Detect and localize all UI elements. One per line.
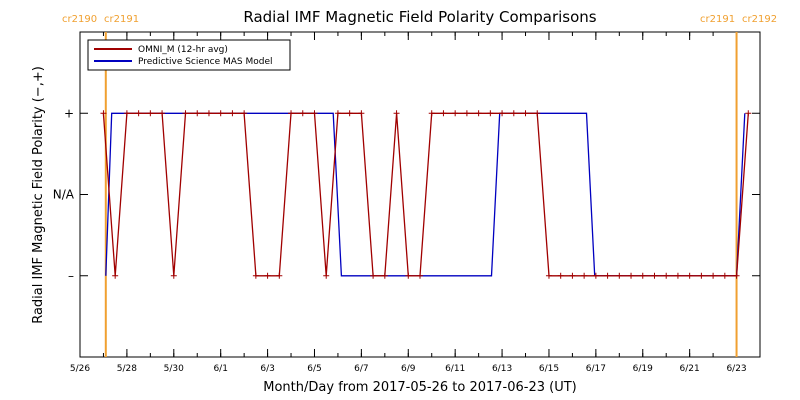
omni-data-point: [428, 110, 435, 117]
omni-data-point: [639, 272, 646, 279]
omni-data-point: [745, 110, 752, 117]
omni-data-point: [370, 272, 377, 279]
omni-data-point: [534, 110, 541, 117]
legend-label-omni: OMNI_M (12-hr avg): [138, 45, 228, 55]
plot-area-frame: [79, 31, 761, 358]
omni-data-point: [381, 272, 388, 279]
x-tick-label: 6/5: [307, 364, 321, 374]
omni-series-line: [102, 112, 749, 277]
omni-data-point: [710, 272, 717, 279]
omni-data-point: [581, 272, 588, 279]
omni-data-point: [686, 272, 693, 279]
x-tick-label: 5/30: [164, 364, 184, 374]
omni-data-point: [217, 110, 224, 117]
x-tick-label: 6/21: [680, 364, 700, 374]
x-tick-label: 6/1: [213, 364, 227, 374]
omni-data-point: [721, 272, 728, 279]
omni-data-point: [276, 272, 283, 279]
omni-data-point: [100, 110, 107, 117]
omni-data-point: [417, 272, 423, 279]
omni-data-point: [674, 272, 681, 279]
legend-label-mas: Predictive Science MAS Model: [138, 57, 273, 67]
omni-data-point: [241, 110, 248, 117]
x-tick-label: 6/15: [539, 364, 559, 374]
omni-data-point: [311, 110, 318, 117]
omni-data-point: [651, 272, 658, 279]
omni-data-point: [159, 110, 166, 117]
omni-data-point: [323, 272, 330, 279]
omni-data-point: [604, 272, 611, 279]
omni-data-point: [499, 110, 506, 117]
chart-title: Radial IMF Magnetic Field Polarity Compa…: [243, 8, 596, 26]
omni-data-point: [288, 110, 295, 117]
y-tick-label: –: [68, 269, 74, 283]
omni-data-point: [487, 110, 494, 117]
x-tick-label: 6/3: [260, 364, 274, 374]
x-tick-label: 6/23: [726, 364, 746, 374]
x-tick-label: 6/17: [586, 364, 606, 374]
omni-data-point: [229, 110, 236, 117]
omni-data-point: [346, 110, 353, 117]
omni-data-point: [569, 272, 576, 279]
omni-data-point: [112, 272, 119, 279]
carrington-label-left-b: cr2191: [104, 14, 139, 25]
x-tick-label: 6/7: [354, 364, 368, 374]
omni-data-point: [510, 110, 517, 117]
omni-data-point: [663, 272, 670, 279]
omni-data-point: [698, 272, 705, 279]
x-tick-label: 6/19: [633, 364, 653, 374]
omni-data-point: [557, 272, 564, 279]
omni-data-point: [545, 272, 552, 279]
x-tick-label: 6/13: [492, 364, 512, 374]
omni-data-point: [299, 110, 306, 117]
omni-data-point: [264, 272, 271, 279]
x-axis-label: Month/Day from 2017-05-26 to 2017-06-23 …: [263, 380, 576, 395]
omni-data-point: [628, 272, 635, 279]
omni-data-point: [393, 110, 400, 117]
omni-data-point: [358, 110, 365, 117]
carrington-label-right-b: cr2192: [742, 14, 777, 25]
carrington-label-right-a: cr2191: [700, 14, 735, 25]
omni-data-point: [452, 110, 459, 117]
omni-data-point: [170, 272, 177, 279]
carrington-label-left-a: cr2190: [62, 14, 97, 25]
y-axis-label: Radial IMF Magnetic Field Polarity (−,+): [31, 66, 46, 324]
omni-data-point: [475, 110, 482, 117]
x-tick-label: 6/11: [445, 364, 465, 374]
y-tick-label: +: [64, 106, 74, 120]
omni-data-point: [405, 272, 412, 279]
omni-data-point: [194, 110, 201, 117]
x-tick-label: 6/9: [401, 364, 416, 374]
omni-data-point: [733, 272, 740, 279]
legend: OMNI_M (12-hr avg) Predictive Science MA…: [87, 39, 291, 71]
y-tick-label: N/A: [53, 188, 75, 202]
x-tick-label: 5/26: [70, 364, 90, 374]
omni-data-point: [616, 272, 623, 279]
omni-data-point: [252, 272, 259, 279]
omni-data-point: [123, 110, 130, 117]
omni-data-point: [205, 110, 212, 117]
omni-data-point: [440, 110, 447, 117]
omni-data-point: [592, 272, 599, 279]
legend-box: [87, 39, 291, 71]
omni-data-point: [147, 110, 154, 117]
omni-data-point: [135, 110, 142, 117]
omni-data-point: [334, 110, 341, 117]
omni-data-point: [522, 110, 529, 117]
x-tick-label: 5/28: [117, 364, 137, 374]
omni-data-point: [463, 110, 470, 117]
omni-data-point: [182, 110, 189, 117]
